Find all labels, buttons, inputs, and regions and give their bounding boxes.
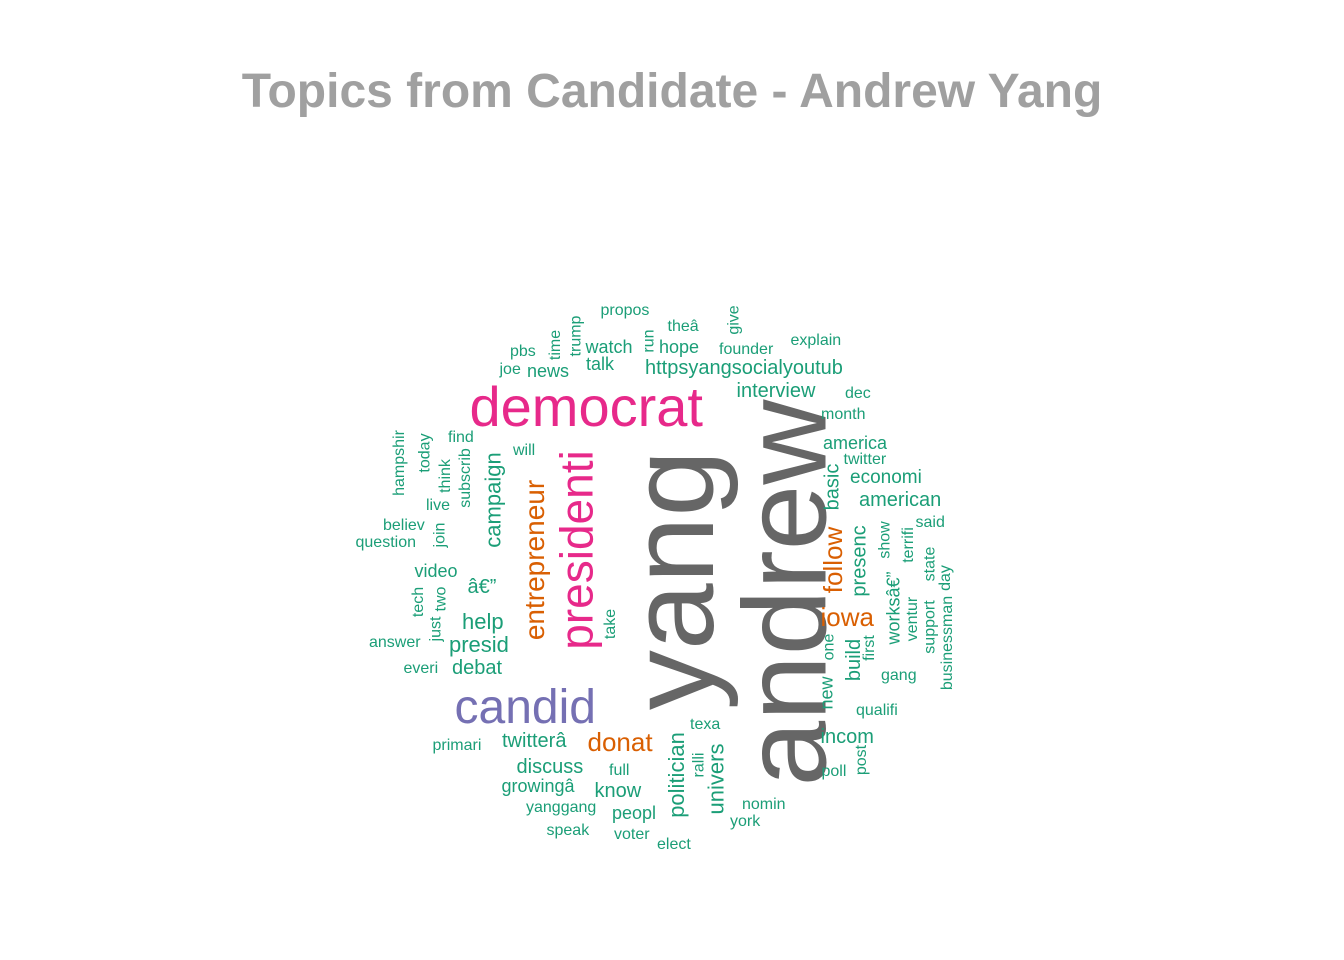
cloud-word: live — [426, 497, 451, 514]
cloud-word: donat — [587, 727, 653, 757]
cloud-word: will — [513, 442, 536, 459]
cloud-word: join — [430, 522, 448, 548]
cloud-word: one — [819, 633, 837, 661]
cloud-word: elect — [657, 836, 691, 853]
cloud-word: growingâ — [501, 776, 575, 796]
cloud-word: post — [853, 744, 871, 776]
cloud-word: subscrib — [456, 448, 474, 508]
cloud-word: nomin — [742, 796, 786, 813]
cloud-word: propos — [600, 302, 650, 319]
cloud-word: economi — [850, 466, 922, 488]
cloud-word: peopl — [612, 803, 657, 823]
cloud-word: candid — [454, 681, 596, 734]
cloud-word: politician — [663, 732, 689, 818]
cloud-word: state — [920, 546, 938, 582]
cloud-word: presenc — [848, 525, 871, 597]
cloud-word: watch — [585, 337, 633, 357]
cloud-word: hope — [659, 337, 700, 357]
cloud-word: american — [859, 489, 942, 511]
cloud-word: twitter — [843, 451, 887, 468]
cloud-word: univers — [702, 743, 728, 815]
cloud-word: show — [876, 521, 894, 559]
cloud-word: question — [355, 534, 417, 551]
cloud-word: democrat — [469, 375, 703, 438]
cloud-word: terrifi — [899, 527, 917, 563]
cloud-word: help — [462, 609, 504, 634]
cloud-word: know — [594, 780, 642, 802]
cloud-word: presidenti — [550, 450, 603, 650]
cloud-word: incom — [820, 726, 874, 748]
cloud-word: yanggang — [526, 799, 597, 816]
cloud-word: joe — [499, 361, 521, 378]
cloud-word: today — [416, 433, 434, 473]
cloud-word: give — [725, 305, 743, 335]
cloud-word: twitterâ — [502, 730, 567, 752]
cloud-word: think — [436, 459, 454, 493]
cloud-word: entrepreneur — [519, 479, 551, 641]
cloud-word: httpsyangsocialyoutub — [645, 357, 843, 379]
cloud-word: speak — [546, 822, 590, 839]
chart-title: Topics from Candidate - Andrew Yang — [241, 65, 1103, 118]
cloud-word: founder — [719, 341, 774, 358]
cloud-word: talk — [586, 354, 615, 374]
cloud-word: time — [547, 329, 565, 361]
cloud-word: worksâ€” — [883, 571, 904, 645]
cloud-word: explain — [790, 332, 842, 349]
cloud-word: build — [843, 638, 866, 682]
cloud-word: theâ — [667, 318, 699, 335]
cloud-word: just — [426, 616, 444, 642]
cloud-word: new — [816, 676, 837, 710]
cloud-word: run — [640, 329, 658, 353]
cloud-word: pbs — [510, 343, 536, 360]
cloud-word: full — [609, 762, 630, 779]
cloud-word: find — [448, 429, 474, 446]
cloud-word: poll — [821, 763, 847, 780]
cloud-word: primari — [432, 737, 482, 754]
cloud-word: texa — [690, 716, 721, 733]
cloud-word: take — [602, 608, 620, 640]
cloud-word: hampshir — [390, 430, 408, 496]
cloud-word: â€” — [467, 576, 497, 598]
cloud-word: discuss — [516, 756, 584, 778]
cloud-word: presid — [449, 632, 509, 657]
cloud-word: basic — [820, 463, 843, 511]
cloud-word: day — [936, 565, 954, 591]
cloud-word: interview — [736, 380, 816, 402]
cloud-word: everi — [403, 660, 439, 677]
cloud-word: dec — [845, 385, 871, 402]
cloud-word: trump — [566, 315, 584, 357]
cloud-word: america — [823, 433, 888, 453]
cloud-word: yang — [605, 449, 740, 711]
cloud-word: month — [821, 406, 866, 423]
cloud-word: qualifi — [856, 702, 898, 719]
cloud-word: two — [431, 586, 449, 612]
cloud-word: video — [414, 561, 458, 581]
cloud-word: iowa — [820, 602, 874, 632]
cloud-word: answer — [369, 634, 421, 651]
cloud-word: support — [921, 600, 939, 654]
cloud-word: said — [915, 514, 945, 531]
cloud-word: voter — [614, 826, 650, 843]
cloud-word: news — [527, 361, 570, 381]
cloud-word: campaign — [480, 452, 506, 548]
cloud-word: believ — [383, 517, 425, 534]
cloud-word: follow — [818, 526, 849, 594]
cloud-word: tech — [410, 586, 428, 618]
cloud-word: debat — [452, 657, 503, 679]
cloud-word: york — [730, 813, 761, 830]
cloud-word: gang — [881, 667, 917, 684]
cloud-word: businessman — [939, 595, 957, 691]
cloud-word: ventur — [904, 596, 922, 642]
